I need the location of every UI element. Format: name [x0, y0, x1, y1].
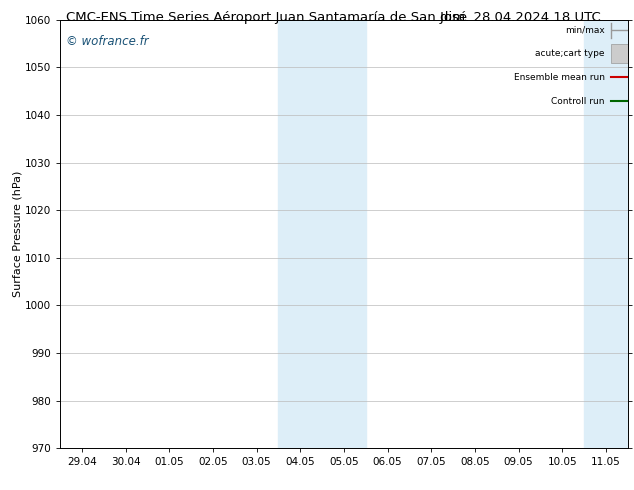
Bar — [584, 20, 634, 448]
Text: Controll run: Controll run — [552, 97, 605, 105]
Text: min/max: min/max — [566, 26, 605, 35]
Text: dim. 28.04.2024 18 UTC: dim. 28.04.2024 18 UTC — [439, 11, 600, 24]
Y-axis label: Surface Pressure (hPa): Surface Pressure (hPa) — [12, 171, 22, 297]
Text: © wofrance.fr: © wofrance.fr — [66, 35, 148, 48]
Text: CMC-ENS Time Series Aéroport Juan Santamaría de San José: CMC-ENS Time Series Aéroport Juan Santam… — [66, 11, 467, 24]
Text: acute;cart type: acute;cart type — [536, 49, 605, 58]
Bar — [278, 20, 366, 448]
Bar — [611, 45, 634, 63]
Text: Ensemble mean run: Ensemble mean run — [514, 73, 605, 82]
